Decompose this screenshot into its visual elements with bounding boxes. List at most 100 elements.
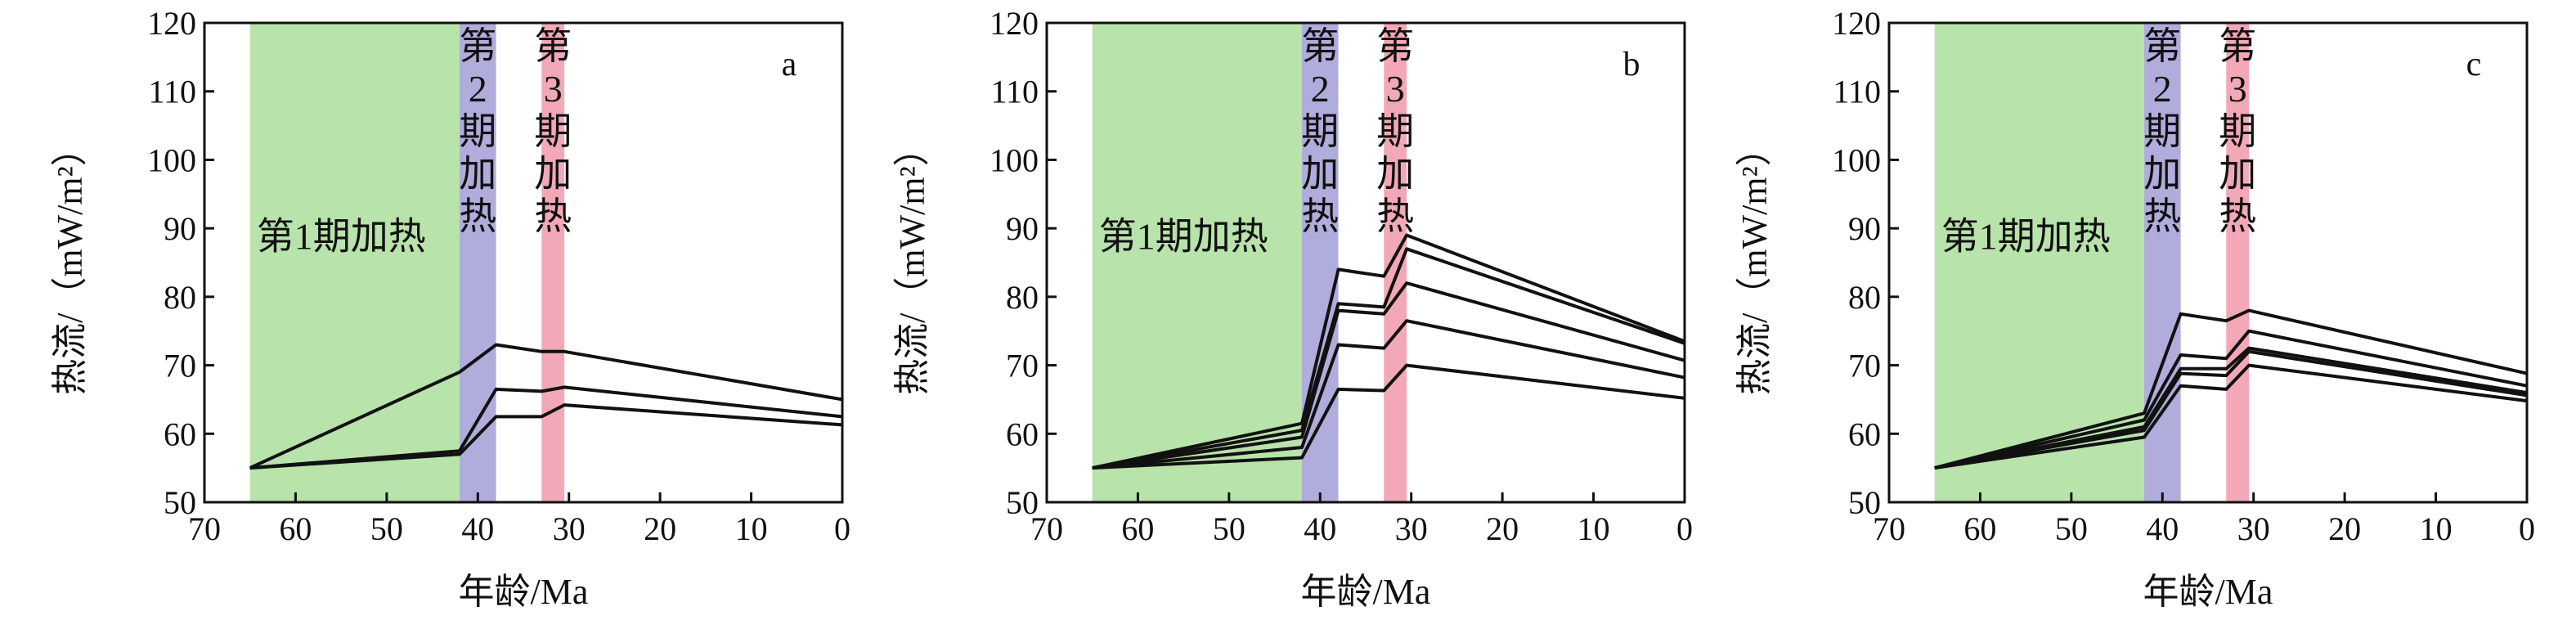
x-tick-label: 20 bbox=[2328, 510, 2361, 547]
y-tick-label: 70 bbox=[164, 348, 196, 384]
x-tick-label: 40 bbox=[1304, 510, 1336, 547]
x-tick-label: 10 bbox=[2420, 510, 2453, 547]
period-3-label-char: 热 bbox=[534, 195, 572, 237]
x-tick-label: 20 bbox=[1486, 510, 1519, 547]
y-tick-label: 100 bbox=[990, 142, 1039, 178]
period-3-label-char: 期 bbox=[2219, 110, 2256, 152]
period-3-label-char: 热 bbox=[2219, 195, 2256, 237]
period-2-label-char: 2 bbox=[469, 68, 487, 110]
x-tick-label: 50 bbox=[1213, 510, 1245, 547]
x-tick-label: 70 bbox=[188, 510, 221, 547]
series-line-1 bbox=[1092, 233, 1685, 470]
y-tick-label: 110 bbox=[990, 74, 1039, 110]
y-tick-label: 60 bbox=[164, 416, 196, 452]
series-line-4 bbox=[1092, 319, 1685, 470]
y-tick-label: 50 bbox=[1848, 484, 1881, 521]
y-tick-label: 110 bbox=[1833, 74, 1881, 110]
period-3-label-char: 期 bbox=[534, 110, 572, 152]
x-tick-label: 30 bbox=[553, 510, 586, 547]
period-2-label-char: 第 bbox=[2143, 25, 2181, 67]
period-3-label-char: 3 bbox=[1386, 68, 1405, 110]
series-line-2 bbox=[249, 385, 843, 470]
y-tick-label: 100 bbox=[1832, 142, 1881, 178]
series-line-3 bbox=[249, 403, 843, 470]
period-3-label-char: 3 bbox=[2228, 68, 2247, 110]
x-tick-label: 0 bbox=[1676, 510, 1693, 547]
x-tick-label: 50 bbox=[370, 510, 403, 547]
x-tick-label: 40 bbox=[461, 510, 494, 547]
period-1-label: 第1期加热 bbox=[1099, 215, 1268, 257]
x-axis-label: 年龄/Ma bbox=[459, 572, 589, 612]
x-tick-label: 60 bbox=[1963, 510, 1996, 547]
x-tick-label: 40 bbox=[2146, 510, 2179, 547]
period-2-label-char: 加 bbox=[1301, 153, 1339, 195]
shaded-period-1 bbox=[1092, 23, 1302, 502]
plot-frame bbox=[1045, 21, 1686, 504]
x-tick-label: 30 bbox=[1395, 510, 1428, 547]
x-tick-label: 60 bbox=[279, 510, 312, 547]
series-line-3 bbox=[1934, 346, 2528, 470]
series-line-5 bbox=[1934, 363, 2528, 470]
period-2-label-char: 热 bbox=[459, 195, 496, 237]
y-tick-label: 50 bbox=[1006, 484, 1039, 521]
period-3-label-char: 加 bbox=[1376, 153, 1414, 195]
series-line-5 bbox=[1092, 363, 1685, 470]
x-tick-label: 10 bbox=[735, 510, 768, 547]
period-2-label-char: 加 bbox=[459, 153, 496, 195]
y-tick-label: 50 bbox=[164, 484, 196, 521]
x-tick-label: 20 bbox=[644, 510, 676, 547]
period-2-label-char: 期 bbox=[459, 110, 496, 152]
series-line-2 bbox=[1092, 247, 1685, 470]
x-tick-label: 0 bbox=[834, 510, 850, 547]
y-tick-label: 90 bbox=[164, 210, 196, 247]
shaded-period-1 bbox=[249, 23, 460, 502]
series-line-4 bbox=[1934, 349, 2528, 470]
period-2-label-char: 2 bbox=[1311, 68, 1330, 110]
period-3-label-char: 第 bbox=[1376, 25, 1414, 67]
x-tick-label: 70 bbox=[1030, 510, 1063, 547]
y-tick-label: 90 bbox=[1006, 210, 1039, 247]
y-tick-label: 120 bbox=[147, 5, 196, 42]
period-2-label-char: 热 bbox=[1301, 195, 1339, 237]
period-2-label-char: 热 bbox=[2143, 195, 2181, 237]
period-2-label-char: 加 bbox=[2143, 153, 2181, 195]
x-tick-label: 0 bbox=[2519, 510, 2535, 547]
period-2-label-char: 第 bbox=[459, 25, 496, 67]
period-2-label-char: 期 bbox=[1301, 110, 1339, 152]
y-axis-label: 热流/（mW/m²） bbox=[1735, 130, 1775, 395]
series-line-2 bbox=[1934, 329, 2528, 470]
period-2-label-char: 第 bbox=[1301, 25, 1339, 67]
period-3-label-char: 3 bbox=[544, 68, 563, 110]
shaded-period-3 bbox=[2226, 23, 2250, 502]
panel-label: a bbox=[782, 46, 797, 83]
series-line-3 bbox=[1092, 281, 1685, 470]
y-tick-label: 60 bbox=[1006, 416, 1039, 452]
y-tick-label: 80 bbox=[164, 279, 196, 316]
x-axis-label: 年龄/Ma bbox=[1301, 572, 1431, 612]
panel-label: b bbox=[1623, 46, 1640, 83]
y-tick-label: 80 bbox=[1006, 279, 1039, 316]
period-2-label-char: 期 bbox=[2143, 110, 2181, 152]
series-line-1 bbox=[249, 343, 843, 469]
shaded-period-1 bbox=[1934, 23, 2144, 502]
y-tick-label: 120 bbox=[990, 5, 1039, 42]
series-line-1 bbox=[1934, 308, 2528, 470]
period-3-label-char: 第 bbox=[534, 25, 572, 67]
period-3-label-char: 期 bbox=[1376, 110, 1414, 152]
y-tick-label: 70 bbox=[1848, 348, 1881, 384]
shaded-period-3 bbox=[541, 23, 565, 502]
period-3-label-char: 热 bbox=[1376, 195, 1414, 237]
period-3-label-char: 加 bbox=[2219, 153, 2256, 195]
x-axis-label: 年龄/Ma bbox=[2143, 572, 2273, 612]
y-tick-label: 120 bbox=[1832, 5, 1881, 42]
x-tick-label: 10 bbox=[1577, 510, 1610, 547]
y-axis-label: 热流/（mW/m²） bbox=[892, 130, 932, 395]
period-2-label-char: 2 bbox=[2153, 68, 2172, 110]
x-tick-label: 70 bbox=[1873, 510, 1905, 547]
x-tick-label: 60 bbox=[1121, 510, 1154, 547]
plot-frame bbox=[203, 21, 844, 504]
